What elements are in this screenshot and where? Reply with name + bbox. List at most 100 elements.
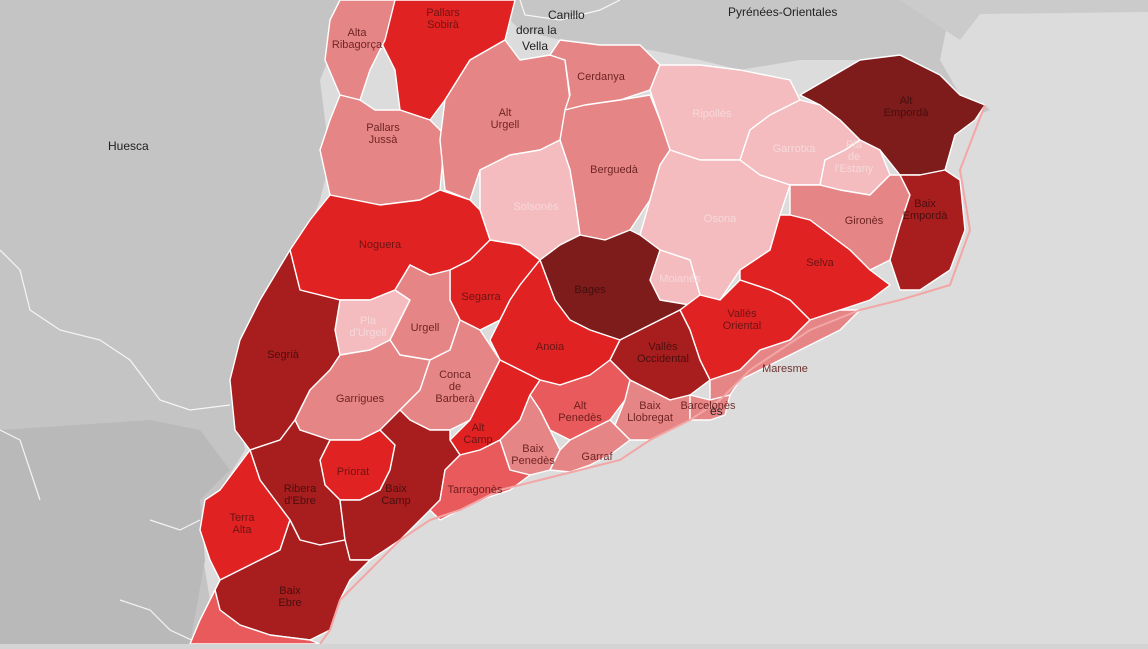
region-label-line: Camp [381,495,410,507]
region-tarragones[interactable] [429,439,531,521]
region-label-barcelones: Barcelonès [680,400,736,412]
region-label-line: Berguedà [590,164,639,176]
region-label-line: d'Ebre [284,495,315,507]
region-label-maresme: Maresme [762,363,808,375]
region-label-line: Alt [574,400,587,412]
region-label-line: Ribera [284,483,317,495]
region-label-baix-camp: Baix Camp [381,483,410,507]
region-pallars-sobira[interactable] [379,0,516,121]
region-label-line: Conca [439,369,472,381]
region-label-line: Camp [463,434,492,446]
region-baix-camp[interactable] [339,409,461,561]
region-label-line: Ribagorça [332,39,383,51]
region-label-line: Pla [846,139,863,151]
region-label-osona: Osona [704,213,737,225]
region-label-line: Selva [806,257,834,269]
region-label-line: Barberà [435,393,475,405]
region-label-line: Occidental [637,353,689,365]
region-label-terra-alta: Terra Alta [229,512,255,536]
region-label-garrotxa: Garrotxa [773,143,817,155]
region-label-line: Baix [385,483,407,495]
region-cerdanya[interactable] [549,39,661,111]
region-label-line: Baix [639,400,661,412]
region-label-line: Penedès [558,412,602,424]
region-label-urgell: Urgell [411,322,440,334]
region-label-baix-ebre: Baix Ebre [278,585,301,609]
region-label-pla-urgell: Pla d'Urgell [350,315,387,339]
region-label-line: Terra [229,512,255,524]
region-label-line: Anoia [536,341,565,353]
region-label-solsones: Solsonès [513,201,559,213]
region-label-segarra: Segarra [461,291,501,303]
region-label-line: Gironès [845,215,884,227]
region-label-line: Alt [499,107,512,119]
region-label-segria: Segrià [267,349,300,361]
land-aragon-lower [0,420,230,644]
region-label-line: Baix [914,198,936,210]
region-label-line: Sobirà [427,19,460,31]
region-label-line: Barcelonès [680,400,736,412]
region-label-line: Garrigues [336,393,385,405]
region-label-line: Urgell [491,119,520,131]
region-label-noguera: Noguera [359,239,402,251]
region-label-line: Urgell [411,322,440,334]
region-label-line: Segrià [267,349,300,361]
region-label-line: Tarragonès [447,484,503,496]
admin-borders [0,0,621,645]
region-label-line: Alt [472,422,485,434]
region-osona[interactable] [639,149,791,301]
region-label-line: Ebre [278,597,301,609]
region-label-cerdanya: Cerdanya [577,71,626,83]
region-garraf[interactable] [549,419,631,473]
region-label-ripolles: Ripollès [692,108,732,120]
region-label-valles-occidental: Vallès Occidental [637,341,689,365]
region-label-line: Pallars [366,122,400,134]
region-label-line: Osona [704,213,737,225]
region-label-alt-emporda: Alt Empordà [884,95,930,119]
region-label-line: Moianès [659,273,701,285]
region-label-alt-penedes: Alt Penedès [558,400,602,424]
region-maresme[interactable] [709,309,861,401]
region-label-line: Bages [574,284,606,296]
region-label-line: l'Estany [835,163,874,175]
region-baix-emporda[interactable] [889,169,966,291]
region-label-bages: Bages [574,284,606,296]
region-label-line: Priorat [337,466,369,478]
regions-layer [189,0,986,645]
region-label-line: Penedès [511,455,555,467]
region-label-line: Vallès [727,308,757,320]
region-label-line: Baix [522,443,544,455]
region-label-priorat: Priorat [337,466,369,478]
region-label-baix-llobregat: Baix Llobregat [627,400,673,424]
region-label-garrigues: Garrigues [336,393,385,405]
region-label-line: Vallès [648,341,678,353]
region-label-anoia: Anoia [536,341,565,353]
region-label-line: Ripollès [692,108,732,120]
region-label-baix-emporda: Baix Empordà [903,198,949,222]
region-label-line: Jussà [369,134,399,146]
region-label-line: Segarra [461,291,501,303]
region-label-pallars-jussa: Pallars Jussà [366,122,400,146]
region-label-line: d'Urgell [350,327,387,339]
region-labels: Pallars Sobirà Alta Ribagorça Pallars Jussà Al… [229,7,948,609]
region-label-line: Noguera [359,239,402,251]
coastline [319,104,986,645]
region-label-conca-barbera: Conca de Barberà [435,369,475,405]
region-label-line: Alt [900,95,913,107]
region-label-garraf: Garraf [581,451,613,463]
region-label-alt-camp: Alt Camp [463,422,492,446]
region-label-line: Solsonès [513,201,559,213]
region-label-line: Empordà [903,210,949,222]
region-label-line: Empordà [884,107,930,119]
region-label-line: de [449,381,461,393]
region-label-alta-ribagorca: Alta Ribagorça [332,27,383,51]
region-label-line: Baix [279,585,301,597]
region-label-bergueda: Berguedà [590,164,639,176]
region-label-valles-oriental: Vallès Oriental [723,308,762,332]
land-france-east [900,0,1148,40]
region-label-pla-estany: Pla de l'Estany [835,139,874,175]
region-label-girones: Gironès [845,215,884,227]
region-label-line: Maresme [762,363,808,375]
